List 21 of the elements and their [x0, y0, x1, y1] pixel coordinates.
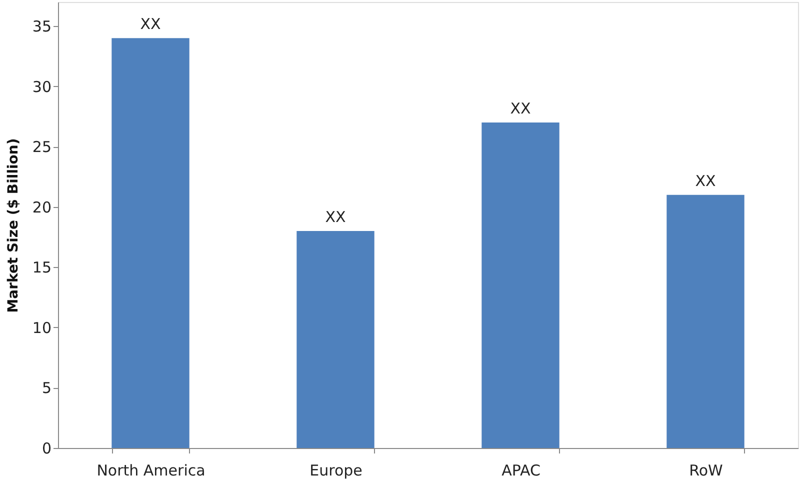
bar — [666, 194, 744, 448]
y-axis-title: Market Size ($ Billion) — [5, 138, 22, 313]
bar — [296, 231, 374, 448]
x-tick-label: RoW — [689, 462, 724, 480]
x-tick-label: North America — [96, 462, 206, 480]
bar — [482, 122, 560, 448]
data-label: XX — [510, 100, 531, 118]
x-tick-label: Europe — [310, 462, 362, 480]
y-tick-label: 35 — [32, 18, 52, 36]
y-tick-label: 0 — [42, 440, 52, 458]
y-tick-label: 15 — [32, 258, 52, 277]
bar — [112, 38, 190, 448]
y-tick-label: 20 — [32, 198, 52, 216]
y-tick-label: 25 — [32, 138, 52, 156]
y-tick-label: 30 — [32, 78, 52, 96]
data-label: XX — [695, 172, 716, 190]
data-label: XX — [325, 208, 346, 226]
y-tick-label: 10 — [32, 318, 52, 337]
data-label: XX — [140, 15, 161, 34]
x-tick-label: APAC — [502, 462, 540, 480]
y-tick-label: 5 — [42, 379, 52, 398]
